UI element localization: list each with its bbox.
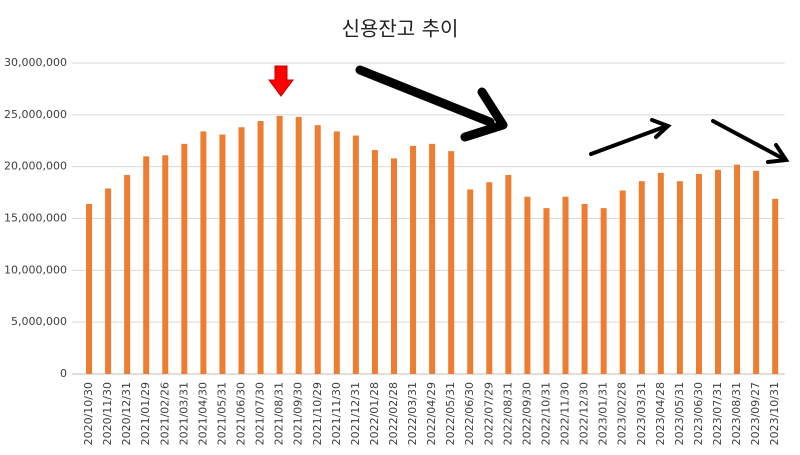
bar <box>581 203 588 374</box>
x-tick-label: 2020/12/31 <box>120 382 133 445</box>
bar <box>600 208 607 374</box>
x-tick-label: 2022/03/31 <box>406 382 419 445</box>
x-tick-label: 2022/04/29 <box>425 382 438 445</box>
x-tick-label: 2022/12/30 <box>578 382 591 445</box>
x-tick-label: 2022/06/30 <box>463 382 476 445</box>
bar <box>219 134 226 374</box>
x-tick-label: 2022/05/31 <box>444 382 457 445</box>
bar <box>695 173 702 374</box>
y-tick-label: 20,000,000 <box>4 160 67 173</box>
bar <box>486 182 493 374</box>
arrow-head <box>460 87 508 142</box>
y-tick-label: 10,000,000 <box>4 263 67 276</box>
x-tick-label: 2023/06/30 <box>692 382 705 445</box>
bar <box>734 164 741 374</box>
arrow-head <box>650 118 672 139</box>
bar <box>352 135 359 374</box>
bar <box>772 198 779 374</box>
bar <box>200 131 207 374</box>
bar <box>276 115 283 375</box>
x-tick-label: 2021/06/30 <box>235 382 248 445</box>
y-tick-label: 5,000,000 <box>11 315 67 328</box>
x-tick-label: 2021/10/29 <box>311 382 324 445</box>
bar <box>371 150 378 374</box>
bar <box>257 121 264 374</box>
x-tick-label: 2023/09/27 <box>749 382 762 445</box>
x-tick-label: 2021/11/30 <box>330 382 343 445</box>
bar <box>181 143 188 374</box>
x-tick-label: 2023/02/28 <box>616 382 629 445</box>
x-tick-label: 2020/10/30 <box>82 382 95 445</box>
x-tick-label: 2021/12/31 <box>349 382 362 445</box>
x-tick-label: 2021/07/30 <box>254 382 267 445</box>
x-tick-label: 2023/01/31 <box>597 382 610 445</box>
x-tick-label: 2022/01/28 <box>368 382 381 445</box>
bar <box>333 131 340 374</box>
x-tick-label: 2023/03/31 <box>635 382 648 445</box>
bar <box>295 116 302 374</box>
x-tick-label: 2021/05/31 <box>215 382 228 445</box>
bar <box>410 145 417 374</box>
x-tick-label: 2022/09/30 <box>520 382 533 445</box>
x-tick-label: 2023/10/31 <box>768 382 781 445</box>
x-tick-label: 2020/11/30 <box>101 382 114 445</box>
bar <box>467 189 474 374</box>
x-tick-label: 2023/04/28 <box>654 382 667 445</box>
x-tick-label: 2021/04/30 <box>196 382 209 445</box>
arrow-down <box>355 65 495 127</box>
x-tick-label: 2023/05/31 <box>673 382 686 445</box>
bar <box>105 188 112 374</box>
x-tick-label: 2021/01/29 <box>139 382 152 445</box>
trend-arrows <box>355 65 790 164</box>
bar <box>162 155 169 374</box>
plot: 0 5,000,000 10,000,000 15,000,000 20,000,000… <box>4 56 785 445</box>
bar <box>390 158 397 374</box>
bar <box>753 170 760 374</box>
bar <box>657 172 664 374</box>
x-tick-label: 2021/09/30 <box>292 382 305 445</box>
bar <box>619 190 626 374</box>
x-tick-label: 2022/10/31 <box>539 382 552 445</box>
arrow-head <box>766 143 790 164</box>
x-tick-label: 2023/08/31 <box>730 382 743 445</box>
arrow-down-2 <box>711 119 784 160</box>
x-tick-label: 2021/02/26 <box>158 382 171 445</box>
x-tick-label: 2022/02/28 <box>387 382 400 445</box>
y-tick-label: 30,000,000 <box>4 56 67 69</box>
bar <box>238 127 245 374</box>
red-arrow <box>268 65 294 97</box>
y-tick-label: 0 <box>60 367 67 380</box>
bar <box>124 174 131 374</box>
arrow-up <box>589 125 666 156</box>
x-tick-label: 2022/08/31 <box>501 382 514 445</box>
bar <box>143 156 150 374</box>
bar <box>676 181 683 374</box>
x-tick-label: 2021/03/31 <box>177 382 190 445</box>
bar <box>429 143 436 374</box>
x-tick-label: 2021/08/31 <box>273 382 286 445</box>
bar <box>86 203 93 374</box>
bar <box>543 208 550 374</box>
chart-title: 신용잔고 추이 <box>342 17 459 41</box>
y-tick-label: 15,000,000 <box>4 212 67 225</box>
bar <box>638 181 645 374</box>
bar <box>562 196 569 374</box>
bar <box>715 169 722 374</box>
bar <box>524 196 531 374</box>
bar <box>314 125 321 374</box>
y-tick-label: 25,000,000 <box>4 108 67 121</box>
bar <box>505 174 512 374</box>
x-tick-label: 2022/07/29 <box>482 382 495 445</box>
x-tick-label: 2022/11/30 <box>559 382 572 445</box>
x-tick-label: 2023/07/31 <box>711 382 724 445</box>
bar <box>448 151 455 374</box>
